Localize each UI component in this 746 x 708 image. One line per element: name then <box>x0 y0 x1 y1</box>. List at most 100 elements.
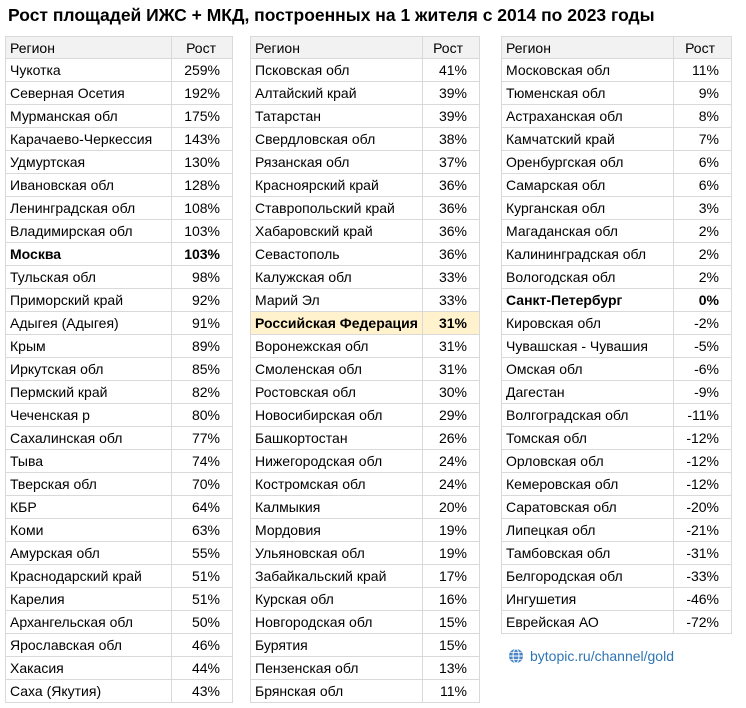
growth-cell: 77% <box>171 426 233 450</box>
region-cell: Камчатский край <box>501 127 674 151</box>
region-cell: Орловская обл <box>501 449 674 473</box>
table-row: Новгородская обл 15% <box>250 610 480 634</box>
region-cell: Башкортостан <box>250 426 423 450</box>
table-row: Белгородская обл -33% <box>501 564 732 588</box>
growth-cell: 63% <box>171 518 233 542</box>
growth-cell: 98% <box>171 265 233 289</box>
growth-cell: 3% <box>673 196 732 220</box>
table-row: Приморский край 92% <box>5 288 233 312</box>
growth-cell: 20% <box>422 495 480 519</box>
region-cell: Мордовия <box>250 518 423 542</box>
growth-cell: 82% <box>171 380 233 404</box>
growth-cell: 15% <box>422 633 480 657</box>
growth-cell: -72% <box>673 610 732 634</box>
region-cell: Севастополь <box>250 242 423 266</box>
table-row: Ставропольский край 36% <box>250 196 480 220</box>
header-region: Регион <box>5 36 172 59</box>
region-cell: Томская обл <box>501 426 674 450</box>
table-row: Тверская обл 70% <box>5 472 233 496</box>
growth-cell: 2% <box>673 265 732 289</box>
table-row: Тюменская обл 9% <box>501 81 732 105</box>
table-row: Бурятия 15% <box>250 633 480 657</box>
region-cell: Краснодарский край <box>5 564 172 588</box>
region-cell: Воронежская обл <box>250 334 423 358</box>
region-cell: Омская обл <box>501 357 674 381</box>
growth-cell: 36% <box>422 219 480 243</box>
growth-cell: 128% <box>171 173 233 197</box>
region-cell: Белгородская обл <box>501 564 674 588</box>
table-row: Красноярский край 36% <box>250 173 480 197</box>
growth-cell: -33% <box>673 564 732 588</box>
table-row: Ивановская обл 128% <box>5 173 233 197</box>
table-row: Саратовская обл -20% <box>501 495 732 519</box>
growth-cell: 24% <box>422 472 480 496</box>
growth-cell: 15% <box>422 610 480 634</box>
source-link[interactable]: bytopic.ru/channel/gold <box>508 648 674 664</box>
region-cell: Сахалинская обл <box>5 426 172 450</box>
region-cell: Ивановская обл <box>5 173 172 197</box>
table-row: Чукотка 259% <box>5 58 233 82</box>
table-row: Калмыкия 20% <box>250 495 480 519</box>
table-row: Липецкая обл -21% <box>501 518 732 542</box>
table-row: Москва 103% <box>5 242 233 266</box>
table-column-2: Регион Рост Псковская обл 41% Алтайский кр… <box>250 36 480 703</box>
region-cell: Нижегородская обл <box>250 449 423 473</box>
table-row: Кемеровская обл -12% <box>501 472 732 496</box>
region-cell: Чукотка <box>5 58 172 82</box>
region-cell: Тыва <box>5 449 172 473</box>
table-row: Коми 63% <box>5 518 233 542</box>
table-row: Карелия 51% <box>5 587 233 611</box>
table-row: Российская Федерация 31% <box>250 311 480 335</box>
table-row: Карачаево-Черкессия 143% <box>5 127 233 151</box>
region-cell: Архангельская обл <box>5 610 172 634</box>
region-cell: Хабаровский край <box>250 219 423 243</box>
region-cell: Саратовская обл <box>501 495 674 519</box>
region-cell: Оренбургская обл <box>501 150 674 174</box>
table-row: Пензенская обл 13% <box>250 656 480 680</box>
region-cell: Бурятия <box>250 633 423 657</box>
table-row: Краснодарский край 51% <box>5 564 233 588</box>
region-cell: Тамбовская обл <box>501 541 674 565</box>
region-cell: Ульяновская обл <box>250 541 423 565</box>
region-cell: Забайкальский край <box>250 564 423 588</box>
growth-cell: 30% <box>422 380 480 404</box>
growth-cell: 6% <box>673 173 732 197</box>
growth-cell: 16% <box>422 587 480 611</box>
header-region: Регион <box>501 36 674 59</box>
table-row: Забайкальский край 17% <box>250 564 480 588</box>
table-row: Орловская обл -12% <box>501 449 732 473</box>
region-cell: Кировская обл <box>501 311 674 335</box>
growth-cell: 64% <box>171 495 233 519</box>
growth-cell: 108% <box>171 196 233 220</box>
table-header-row: Регион Рост <box>501 36 732 59</box>
growth-cell: -12% <box>673 426 732 450</box>
source-link-text[interactable]: bytopic.ru/channel/gold <box>530 648 674 664</box>
region-cell: Красноярский край <box>250 173 423 197</box>
region-cell: Новосибирская обл <box>250 403 423 427</box>
region-cell: Татарстан <box>250 104 423 128</box>
growth-cell: 36% <box>422 173 480 197</box>
table-row: Дагестан -9% <box>501 380 732 404</box>
region-cell: Вологодская обл <box>501 265 674 289</box>
growth-cell: 192% <box>171 81 233 105</box>
region-cell: Калининградская обл <box>501 242 674 266</box>
region-cell: Курская обл <box>250 587 423 611</box>
table-row: Крым 89% <box>5 334 233 358</box>
table-row: Ленинградская обл 108% <box>5 196 233 220</box>
region-cell: Тверская обл <box>5 472 172 496</box>
table-row: Алтайский край 39% <box>250 81 480 105</box>
table-row: Рязанская обл 37% <box>250 150 480 174</box>
region-cell: Алтайский край <box>250 81 423 105</box>
region-cell: Курганская обл <box>501 196 674 220</box>
growth-cell: 24% <box>422 449 480 473</box>
growth-cell: 51% <box>171 587 233 611</box>
growth-cell: 103% <box>171 242 233 266</box>
table-row: Марий Эл 33% <box>250 288 480 312</box>
region-cell: Псковская обл <box>250 58 423 82</box>
growth-cell: 43% <box>171 679 233 703</box>
growth-cell: 92% <box>171 288 233 312</box>
region-cell: Тюменская обл <box>501 81 674 105</box>
region-cell: Пермский край <box>5 380 172 404</box>
region-cell: Костромская обл <box>250 472 423 496</box>
growth-cell: 51% <box>171 564 233 588</box>
